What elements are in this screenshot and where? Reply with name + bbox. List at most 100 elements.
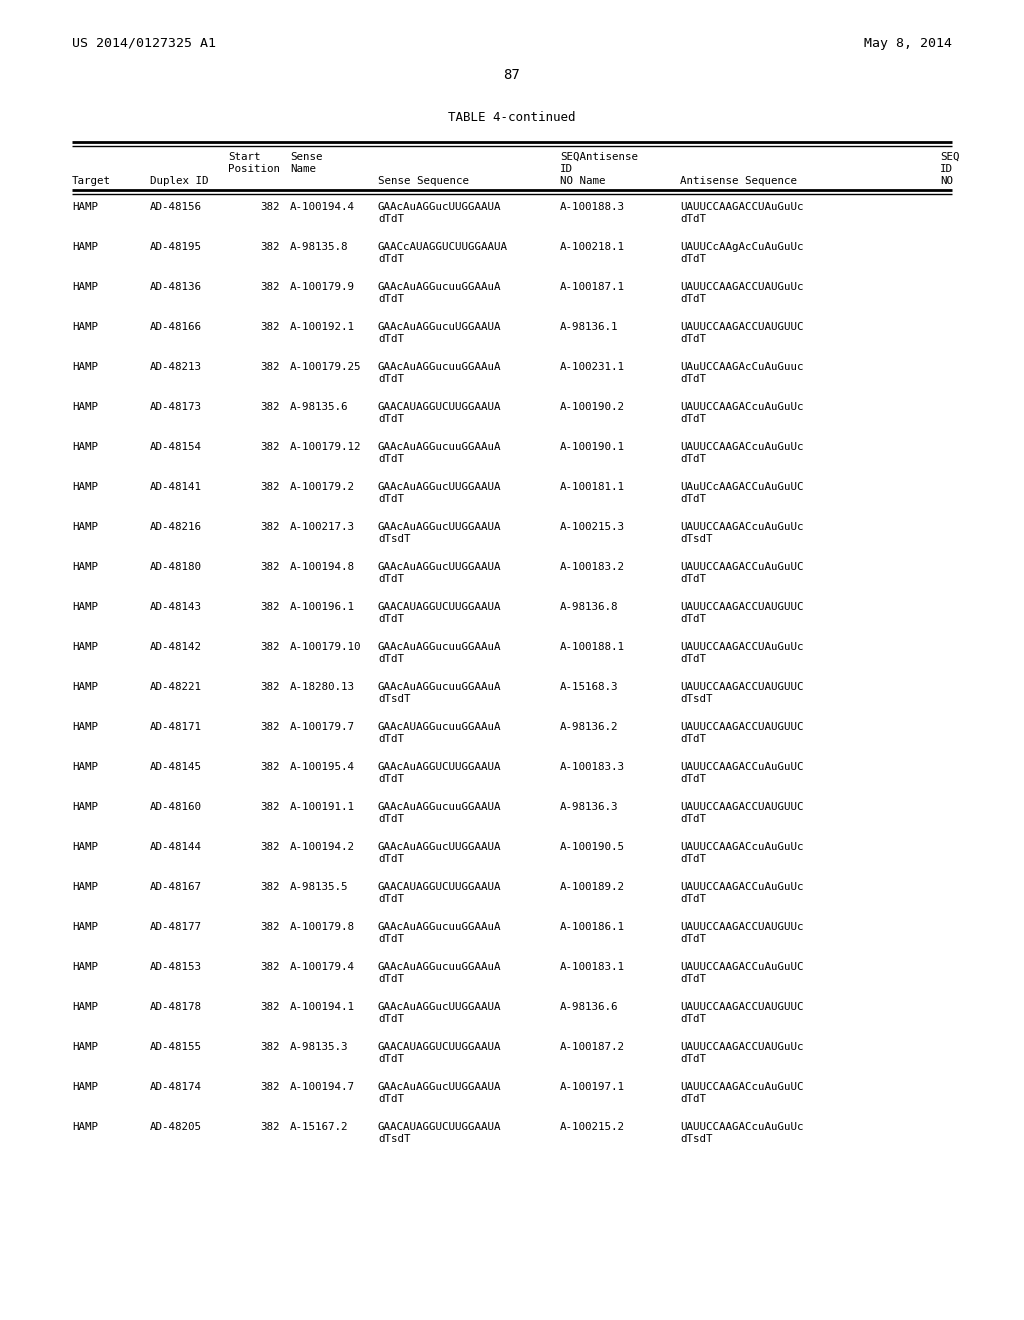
Text: UAUUCCAAGACCUAUGUUC: UAUUCCAAGACCUAUGUUC xyxy=(680,1002,804,1012)
Text: A-100179.8: A-100179.8 xyxy=(290,921,355,932)
Text: GAAcAuAGGucuuGGAAUA: GAAcAuAGGucuuGGAAUA xyxy=(378,803,502,812)
Text: A-100179.25: A-100179.25 xyxy=(290,362,361,372)
Text: A-100197.1: A-100197.1 xyxy=(560,1082,625,1092)
Text: HAMP: HAMP xyxy=(72,482,98,492)
Text: GAACAUAGGUCUUGGAAUA: GAACAUAGGUCUUGGAAUA xyxy=(378,1122,502,1133)
Text: dTdT: dTdT xyxy=(680,814,706,824)
Text: UAUUCCAAGACcuAuGuUc: UAUUCCAAGACcuAuGuUc xyxy=(680,442,804,451)
Text: GAAcAuAGGUCUUGGAAUA: GAAcAuAGGUCUUGGAAUA xyxy=(378,762,502,772)
Text: UAUUCCAAGACCUAUGUUC: UAUUCCAAGACCUAUGUUC xyxy=(680,722,804,733)
Text: HAMP: HAMP xyxy=(72,1122,98,1133)
Text: A-15168.3: A-15168.3 xyxy=(560,682,618,692)
Text: A-98136.1: A-98136.1 xyxy=(560,322,618,333)
Text: 382: 382 xyxy=(260,442,280,451)
Text: dTdT: dTdT xyxy=(378,454,404,465)
Text: Name: Name xyxy=(290,164,316,174)
Text: UAUUCCAAGACCuAuGuUC: UAUUCCAAGACCuAuGuUC xyxy=(680,562,804,572)
Text: 382: 382 xyxy=(260,482,280,492)
Text: UAuUCcAAGACCuAuGuUC: UAuUCcAAGACCuAuGuUC xyxy=(680,482,804,492)
Text: UAUUCCAAGACcuAuGuUC: UAUUCCAAGACcuAuGuUC xyxy=(680,1082,804,1092)
Text: A-98135.8: A-98135.8 xyxy=(290,242,348,252)
Text: AD-48213: AD-48213 xyxy=(150,362,202,372)
Text: A-100179.12: A-100179.12 xyxy=(290,442,361,451)
Text: dTdT: dTdT xyxy=(680,894,706,904)
Text: dTdT: dTdT xyxy=(378,653,404,664)
Text: A-100192.1: A-100192.1 xyxy=(290,322,355,333)
Text: ID: ID xyxy=(940,164,953,174)
Text: HAMP: HAMP xyxy=(72,962,98,972)
Text: dTdT: dTdT xyxy=(378,374,404,384)
Text: dTdT: dTdT xyxy=(378,894,404,904)
Text: 87: 87 xyxy=(504,69,520,82)
Text: HAMP: HAMP xyxy=(72,362,98,372)
Text: dTsdT: dTsdT xyxy=(378,535,411,544)
Text: NO Name: NO Name xyxy=(560,176,605,186)
Text: GAACAUAGGUCUUGGAAUA: GAACAUAGGUCUUGGAAUA xyxy=(378,882,502,892)
Text: A-100186.1: A-100186.1 xyxy=(560,921,625,932)
Text: UAUUCcAAgAcCuAuGuUc: UAUUCcAAgAcCuAuGuUc xyxy=(680,242,804,252)
Text: UAUUCCAAGACCUAUGuUc: UAUUCCAAGACCUAUGuUc xyxy=(680,1041,804,1052)
Text: May 8, 2014: May 8, 2014 xyxy=(864,37,952,50)
Text: GAACcAUAGGUCUUGGAAUA: GAACcAUAGGUCUUGGAAUA xyxy=(378,242,508,252)
Text: UAUUCCAAGACCuAuGuUC: UAUUCCAAGACCuAuGuUC xyxy=(680,962,804,972)
Text: dTsdT: dTsdT xyxy=(378,694,411,704)
Text: HAMP: HAMP xyxy=(72,921,98,932)
Text: A-100231.1: A-100231.1 xyxy=(560,362,625,372)
Text: UAUUCCAAGACCUAUGUUC: UAUUCCAAGACCUAUGUUC xyxy=(680,803,804,812)
Text: GAAcAuAGGucUUGGAAUA: GAAcAuAGGucUUGGAAUA xyxy=(378,202,502,213)
Text: A-100218.1: A-100218.1 xyxy=(560,242,625,252)
Text: AD-48195: AD-48195 xyxy=(150,242,202,252)
Text: A-100183.3: A-100183.3 xyxy=(560,762,625,772)
Text: A-100194.2: A-100194.2 xyxy=(290,842,355,851)
Text: AD-48174: AD-48174 xyxy=(150,1082,202,1092)
Text: dTdT: dTdT xyxy=(378,734,404,744)
Text: dTsdT: dTsdT xyxy=(378,1134,411,1144)
Text: UAuUCCAAGAcCuAuGuuc: UAuUCCAAGAcCuAuGuuc xyxy=(680,362,804,372)
Text: UAUUCCAAGACCUAUGUUC: UAUUCCAAGACCUAUGUUC xyxy=(680,602,804,612)
Text: A-100190.1: A-100190.1 xyxy=(560,442,625,451)
Text: HAMP: HAMP xyxy=(72,722,98,733)
Text: dTdT: dTdT xyxy=(680,1014,706,1024)
Text: dTdT: dTdT xyxy=(378,214,404,224)
Text: A-100215.2: A-100215.2 xyxy=(560,1122,625,1133)
Text: AD-48144: AD-48144 xyxy=(150,842,202,851)
Text: ID: ID xyxy=(560,164,573,174)
Text: dTdT: dTdT xyxy=(378,854,404,865)
Text: A-100187.1: A-100187.1 xyxy=(560,282,625,292)
Text: A-100194.1: A-100194.1 xyxy=(290,1002,355,1012)
Text: AD-48155: AD-48155 xyxy=(150,1041,202,1052)
Text: HAMP: HAMP xyxy=(72,1002,98,1012)
Text: UAUUCCAAGACCUAUGUUC: UAUUCCAAGACCUAUGUUC xyxy=(680,682,804,692)
Text: GAAcAuAGGucUUGGAAUA: GAAcAuAGGucUUGGAAUA xyxy=(378,482,502,492)
Text: HAMP: HAMP xyxy=(72,1082,98,1092)
Text: 382: 382 xyxy=(260,1122,280,1133)
Text: 382: 382 xyxy=(260,762,280,772)
Text: dTdT: dTdT xyxy=(378,774,404,784)
Text: US 2014/0127325 A1: US 2014/0127325 A1 xyxy=(72,37,216,50)
Text: dTdT: dTdT xyxy=(378,935,404,944)
Text: A-98135.5: A-98135.5 xyxy=(290,882,348,892)
Text: A-100183.2: A-100183.2 xyxy=(560,562,625,572)
Text: dTdT: dTdT xyxy=(378,814,404,824)
Text: UAUUCCAAGACCUAUGUUc: UAUUCCAAGACCUAUGUUc xyxy=(680,921,804,932)
Text: AD-48145: AD-48145 xyxy=(150,762,202,772)
Text: UAUUCCAAGACcuAuGuUc: UAUUCCAAGACcuAuGuUc xyxy=(680,842,804,851)
Text: A-100196.1: A-100196.1 xyxy=(290,602,355,612)
Text: 382: 382 xyxy=(260,722,280,733)
Text: HAMP: HAMP xyxy=(72,242,98,252)
Text: SEQAntisense: SEQAntisense xyxy=(560,152,638,162)
Text: HAMP: HAMP xyxy=(72,202,98,213)
Text: 382: 382 xyxy=(260,1002,280,1012)
Text: AD-48160: AD-48160 xyxy=(150,803,202,812)
Text: AD-48177: AD-48177 xyxy=(150,921,202,932)
Text: dTsdT: dTsdT xyxy=(680,694,713,704)
Text: 382: 382 xyxy=(260,602,280,612)
Text: 382: 382 xyxy=(260,322,280,333)
Text: 382: 382 xyxy=(260,521,280,532)
Text: dTdT: dTdT xyxy=(378,974,404,983)
Text: dTdT: dTdT xyxy=(680,253,706,264)
Text: AD-48173: AD-48173 xyxy=(150,403,202,412)
Text: Target: Target xyxy=(72,176,111,186)
Text: UAUUCCAAGACCUAUGuUc: UAUUCCAAGACCUAUGuUc xyxy=(680,282,804,292)
Text: dTdT: dTdT xyxy=(378,574,404,583)
